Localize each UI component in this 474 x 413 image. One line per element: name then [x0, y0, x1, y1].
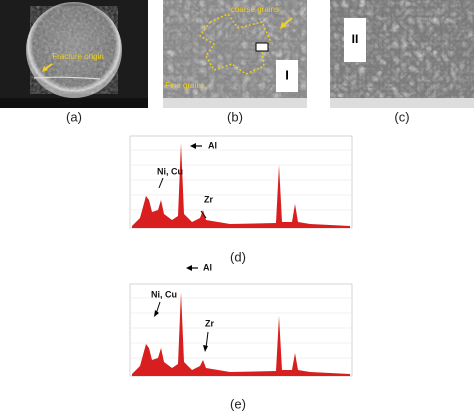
caption: (a): [66, 109, 82, 124]
annotation: Zr: [204, 194, 213, 204]
annotation: Al: [208, 140, 217, 150]
annotation: II: [352, 32, 359, 46]
annotation: Al: [203, 262, 212, 272]
annotation: I: [285, 67, 289, 82]
sem-image-b: coarse grains Fine grains I: [163, 0, 307, 108]
caption: (b): [227, 109, 243, 124]
annotation: Ni, Cu: [151, 289, 177, 299]
caption: (c): [394, 109, 409, 124]
spectrum-d: Al Ni, Cu Zr: [129, 135, 353, 229]
annotation: Fracture origin: [52, 52, 104, 61]
sem-image-c: II: [330, 0, 474, 108]
spectrum-e: Al Ni, Cu Zr: [129, 262, 353, 377]
sem-image-a: Fracture origin: [0, 0, 148, 108]
caption: (d): [230, 249, 246, 264]
annotation: Zr: [205, 318, 214, 328]
annotation: Ni, Cu: [157, 166, 183, 176]
annotation: coarse grains: [231, 5, 279, 14]
caption: (e): [230, 396, 246, 411]
annotation: Fine grains: [165, 81, 205, 90]
